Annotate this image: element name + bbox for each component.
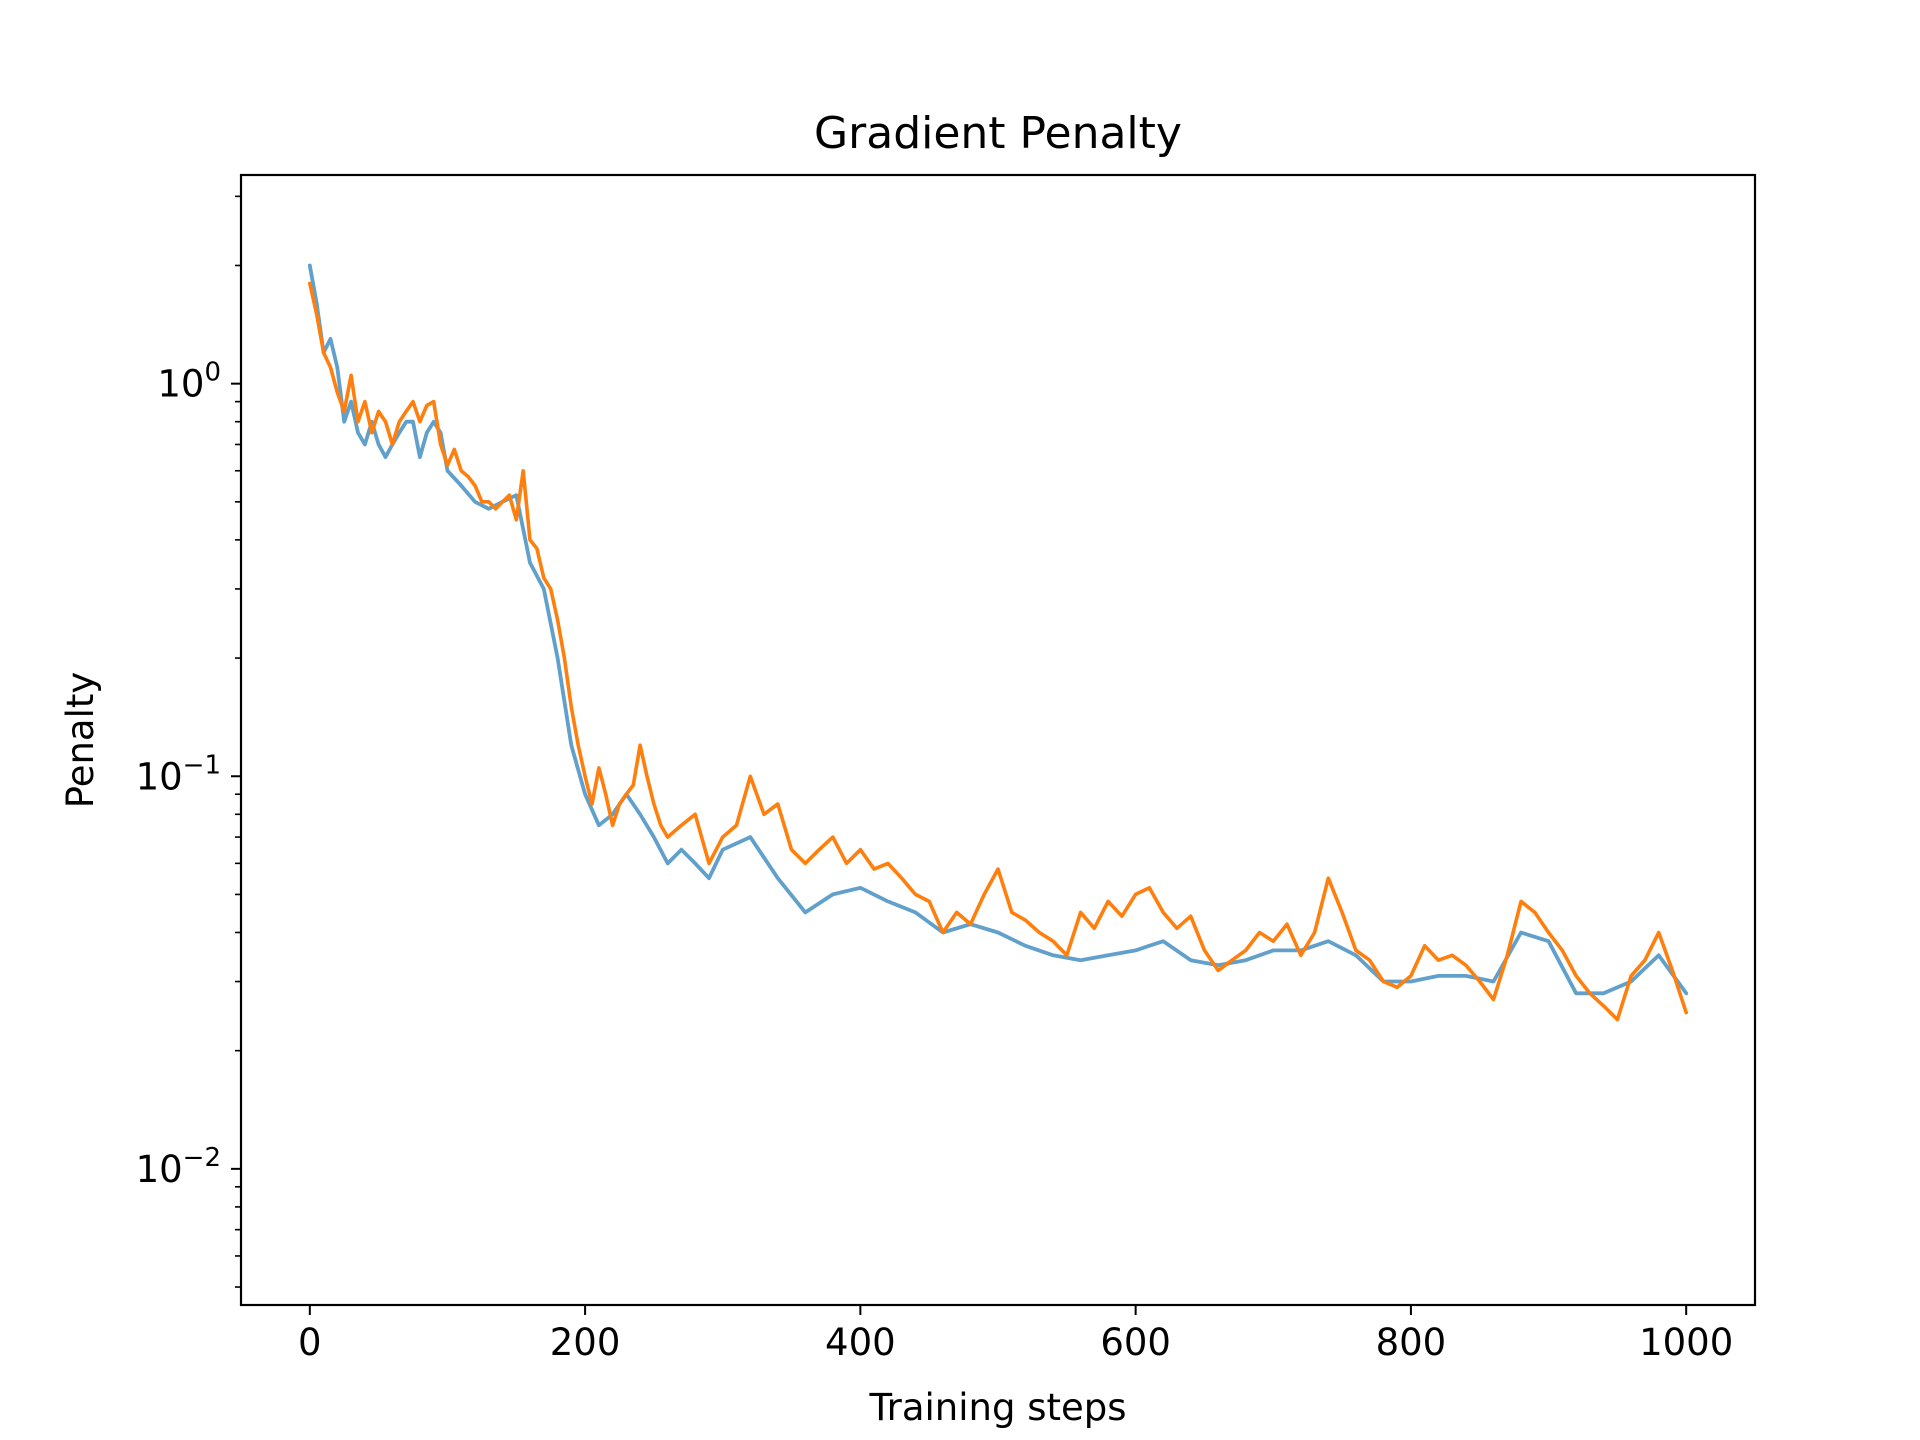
x-axis-label: Training steps [868,1386,1126,1429]
series-line-smoothed [307,281,1688,1022]
y-axis-label: Penalty [59,672,102,809]
plot-area-frame [239,173,1757,1307]
x-tick-label: 0 [298,1321,322,1364]
x-axis-ticks: 0 200 400 600 800 1000 [298,1305,1733,1364]
y-tick-label: 100 [157,358,221,406]
x-tick-label: 1000 [1639,1321,1733,1364]
series-layer [307,263,1689,1022]
x-tick-label: 800 [1376,1321,1447,1364]
chart-title: Gradient Penalty [814,108,1182,159]
y-tick-label: 10−1 [136,750,221,798]
y-axis-ticks: 10−2 10−1 100 [136,195,241,1288]
x-tick-label: 400 [825,1321,896,1364]
x-tick-label: 200 [550,1321,621,1364]
x-tick-label: 600 [1100,1321,1171,1364]
y-tick-label: 10−2 [136,1143,221,1191]
